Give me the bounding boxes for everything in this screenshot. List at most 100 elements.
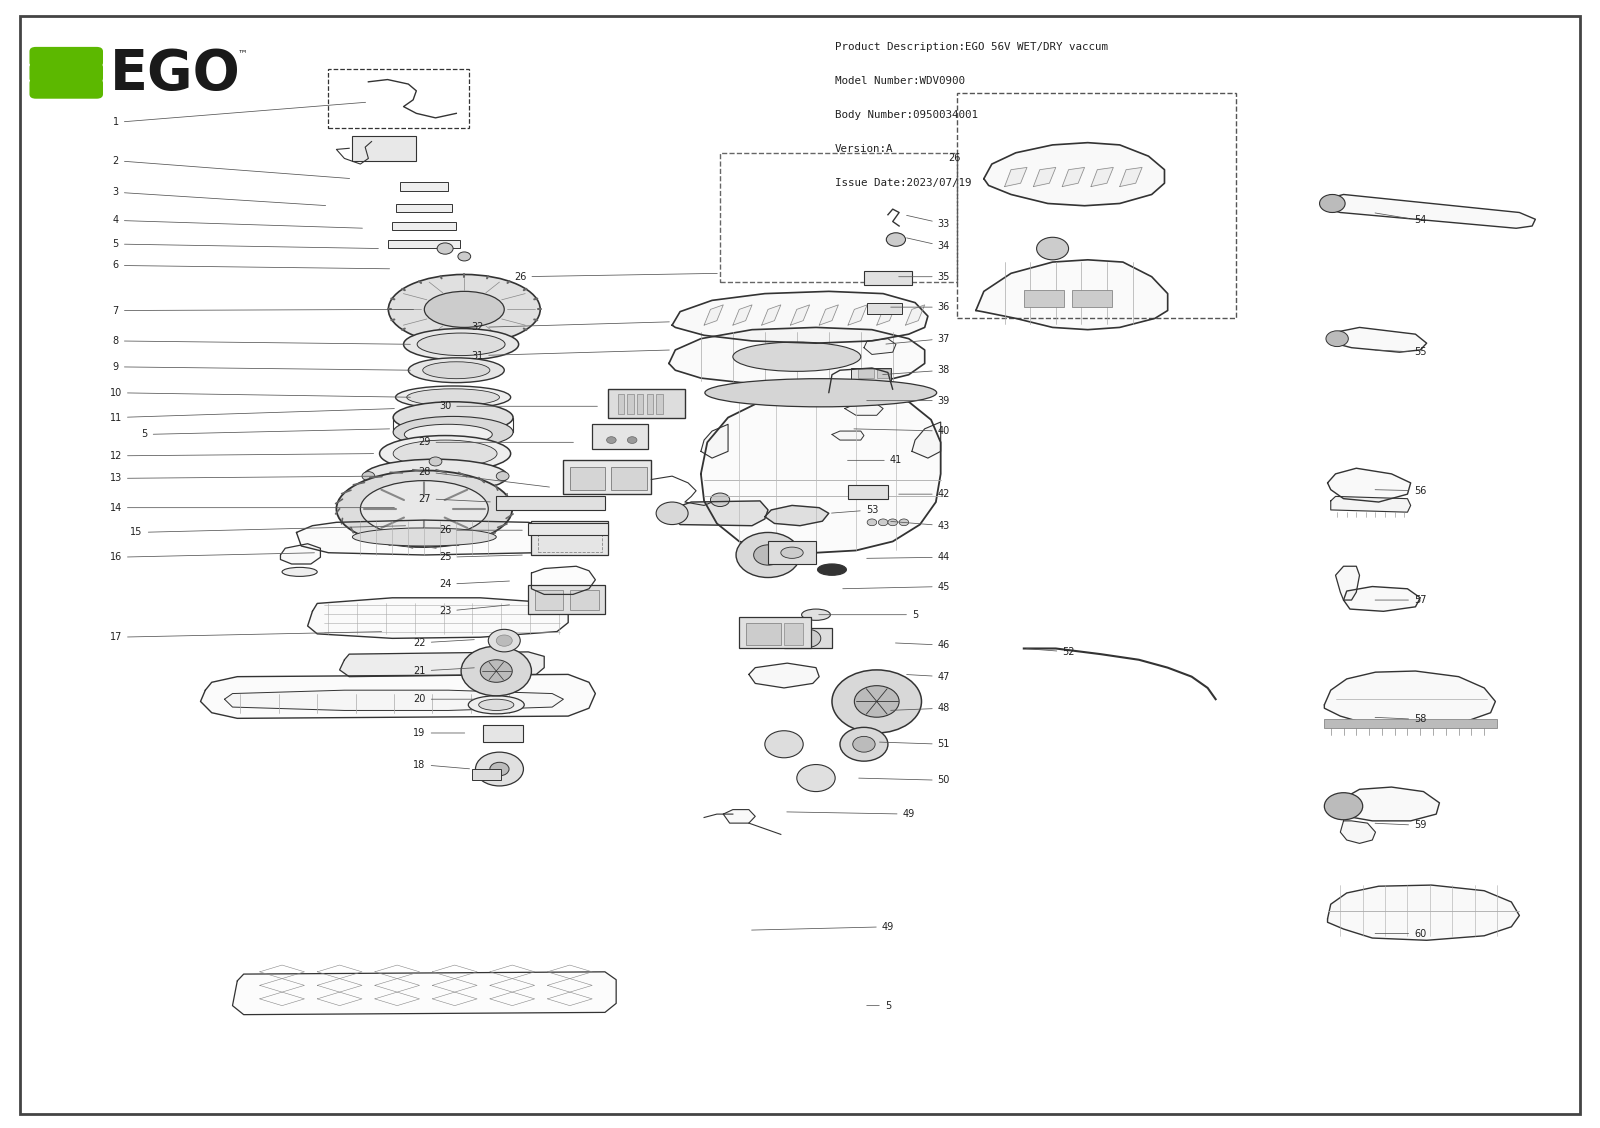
Polygon shape [1328,194,1536,228]
Circle shape [888,519,898,526]
Text: 23: 23 [438,605,509,616]
Polygon shape [906,305,925,325]
Bar [538,525,602,552]
Ellipse shape [403,328,518,360]
Bar [656,394,662,414]
Ellipse shape [706,379,936,407]
Text: 24: 24 [438,580,509,589]
Text: 1: 1 [112,103,366,127]
Text: 5: 5 [867,1001,891,1011]
Polygon shape [672,501,768,526]
Circle shape [496,635,512,646]
Circle shape [429,486,442,495]
Polygon shape [200,675,595,719]
Text: 43: 43 [891,521,950,530]
Circle shape [496,472,509,481]
Polygon shape [819,305,838,325]
Bar [392,222,456,230]
Text: 8: 8 [112,336,410,346]
Bar [496,496,605,510]
Ellipse shape [282,567,317,576]
Circle shape [480,660,512,682]
Ellipse shape [733,342,861,371]
Text: 56: 56 [1374,486,1427,496]
Polygon shape [848,305,867,325]
Circle shape [458,252,470,261]
Bar [739,617,811,649]
Text: 35: 35 [899,272,950,282]
Polygon shape [531,566,595,594]
Polygon shape [280,544,320,564]
Bar [570,467,605,490]
Polygon shape [845,404,883,415]
Bar [746,623,781,645]
Polygon shape [1328,468,1411,502]
Polygon shape [877,305,896,325]
Circle shape [710,493,730,506]
Text: 11: 11 [110,408,394,423]
Text: 40: 40 [854,426,950,437]
Polygon shape [669,327,925,386]
Circle shape [1320,194,1346,212]
Text: 17: 17 [110,632,381,642]
Bar [784,628,832,649]
Bar [534,590,563,610]
Text: 54: 54 [1374,213,1427,226]
Circle shape [627,437,637,443]
Bar [389,240,461,248]
Polygon shape [984,142,1165,205]
Text: 33: 33 [907,215,950,229]
Text: 14: 14 [110,503,394,512]
Circle shape [840,728,888,761]
Bar [1325,720,1498,729]
Circle shape [886,232,906,246]
Text: 53: 53 [832,505,878,514]
Circle shape [899,519,909,526]
Text: 60: 60 [1374,928,1426,938]
Bar [483,725,523,742]
Circle shape [488,629,520,652]
Polygon shape [1091,167,1114,186]
Bar [608,389,685,417]
Text: 13: 13 [110,474,378,484]
Bar [592,424,648,449]
Text: 5: 5 [112,239,378,249]
Polygon shape [1331,496,1411,512]
Circle shape [1326,331,1349,346]
Text: 9: 9 [112,362,410,372]
Polygon shape [832,431,864,440]
Text: 27: 27 [418,494,490,504]
Text: ™: ™ [237,49,246,59]
Text: 45: 45 [843,582,950,591]
Text: 49: 49 [752,922,894,932]
Text: 22: 22 [413,637,474,647]
Bar [400,182,448,191]
Ellipse shape [469,696,525,714]
Text: 41: 41 [848,456,902,466]
Bar [877,369,890,378]
Bar [768,541,816,564]
Ellipse shape [781,547,803,558]
Text: 15: 15 [130,526,405,537]
Ellipse shape [352,528,496,546]
Bar [1024,290,1064,307]
Polygon shape [762,305,781,325]
Polygon shape [672,291,928,343]
Ellipse shape [408,358,504,382]
Text: 42: 42 [899,490,950,500]
Bar [528,523,608,535]
Polygon shape [749,663,819,688]
Text: Version:A: Version:A [835,143,894,153]
Circle shape [461,646,531,696]
Polygon shape [733,305,752,325]
Ellipse shape [379,435,510,472]
Ellipse shape [394,416,514,448]
Circle shape [765,731,803,758]
Text: 18: 18 [413,759,469,769]
Polygon shape [701,424,728,458]
Circle shape [797,765,835,792]
Text: Product Description:EGO 56V WET/DRY vaccum: Product Description:EGO 56V WET/DRY vacc… [835,43,1109,52]
Circle shape [437,243,453,254]
Circle shape [878,519,888,526]
Text: 3: 3 [112,187,326,205]
